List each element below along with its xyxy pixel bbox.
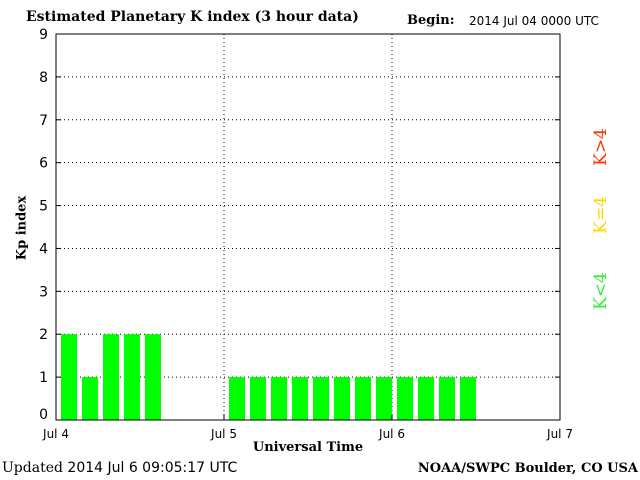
kp-bar [61, 334, 77, 420]
kp-bar [229, 377, 245, 420]
kp-bar [460, 377, 476, 420]
kp-bar [250, 377, 266, 420]
y-tick-label: 6 [39, 156, 48, 172]
updated-timestamp: Updated 2014 Jul 6 09:05:17 UTC [2, 460, 237, 476]
kp-bar [145, 334, 161, 420]
y-tick-label: 5 [39, 199, 48, 215]
begin-value: 2014 Jul 04 0000 UTC [469, 14, 599, 28]
agency-credit: NOAA/SWPC Boulder, CO USA [417, 461, 638, 476]
legend-k-greater-4: K>4 [591, 128, 611, 166]
plot-frame [55, 33, 561, 421]
kp-bar [439, 377, 455, 420]
kp-bar [334, 377, 350, 420]
x-axis-label: Universal Time [252, 440, 364, 455]
x-tick-label: Jul 6 [378, 427, 405, 441]
kp-bar [103, 334, 119, 420]
kp-bar [355, 377, 371, 420]
y-tick-label: 4 [39, 241, 48, 257]
x-tick-label: Jul 4 [42, 427, 69, 441]
y-tick-label: 9 [39, 27, 48, 43]
y-tick-label: 1 [39, 370, 48, 386]
begin-label: Begin: [407, 13, 455, 28]
chart-title: Estimated Planetary K index (3 hour data… [26, 9, 359, 25]
updated-label: Updated [2, 460, 63, 476]
kp-bar [397, 377, 413, 420]
y-tick-label: 8 [39, 70, 48, 86]
y-tick-label: 7 [39, 113, 48, 129]
kp-bar [376, 377, 392, 420]
kp-bar [313, 377, 329, 420]
y-tick-label: 0 [39, 407, 48, 423]
kp-bar [124, 334, 140, 420]
kp-bar [271, 377, 287, 420]
x-tick-label: Jul 5 [210, 427, 237, 441]
x-tick-label: Jul 7 [546, 427, 573, 441]
kp-bar [418, 377, 434, 420]
kp-bar [292, 377, 308, 420]
updated-value: 2014 Jul 6 09:05:17 UTC [67, 460, 238, 476]
y-tick-label: 3 [39, 284, 48, 300]
legend-k-less-4: K<4 [591, 272, 611, 310]
y-tick-label: 2 [39, 327, 48, 343]
kp-bar [82, 377, 98, 420]
legend-k-equal-4: K=4 [591, 196, 611, 234]
